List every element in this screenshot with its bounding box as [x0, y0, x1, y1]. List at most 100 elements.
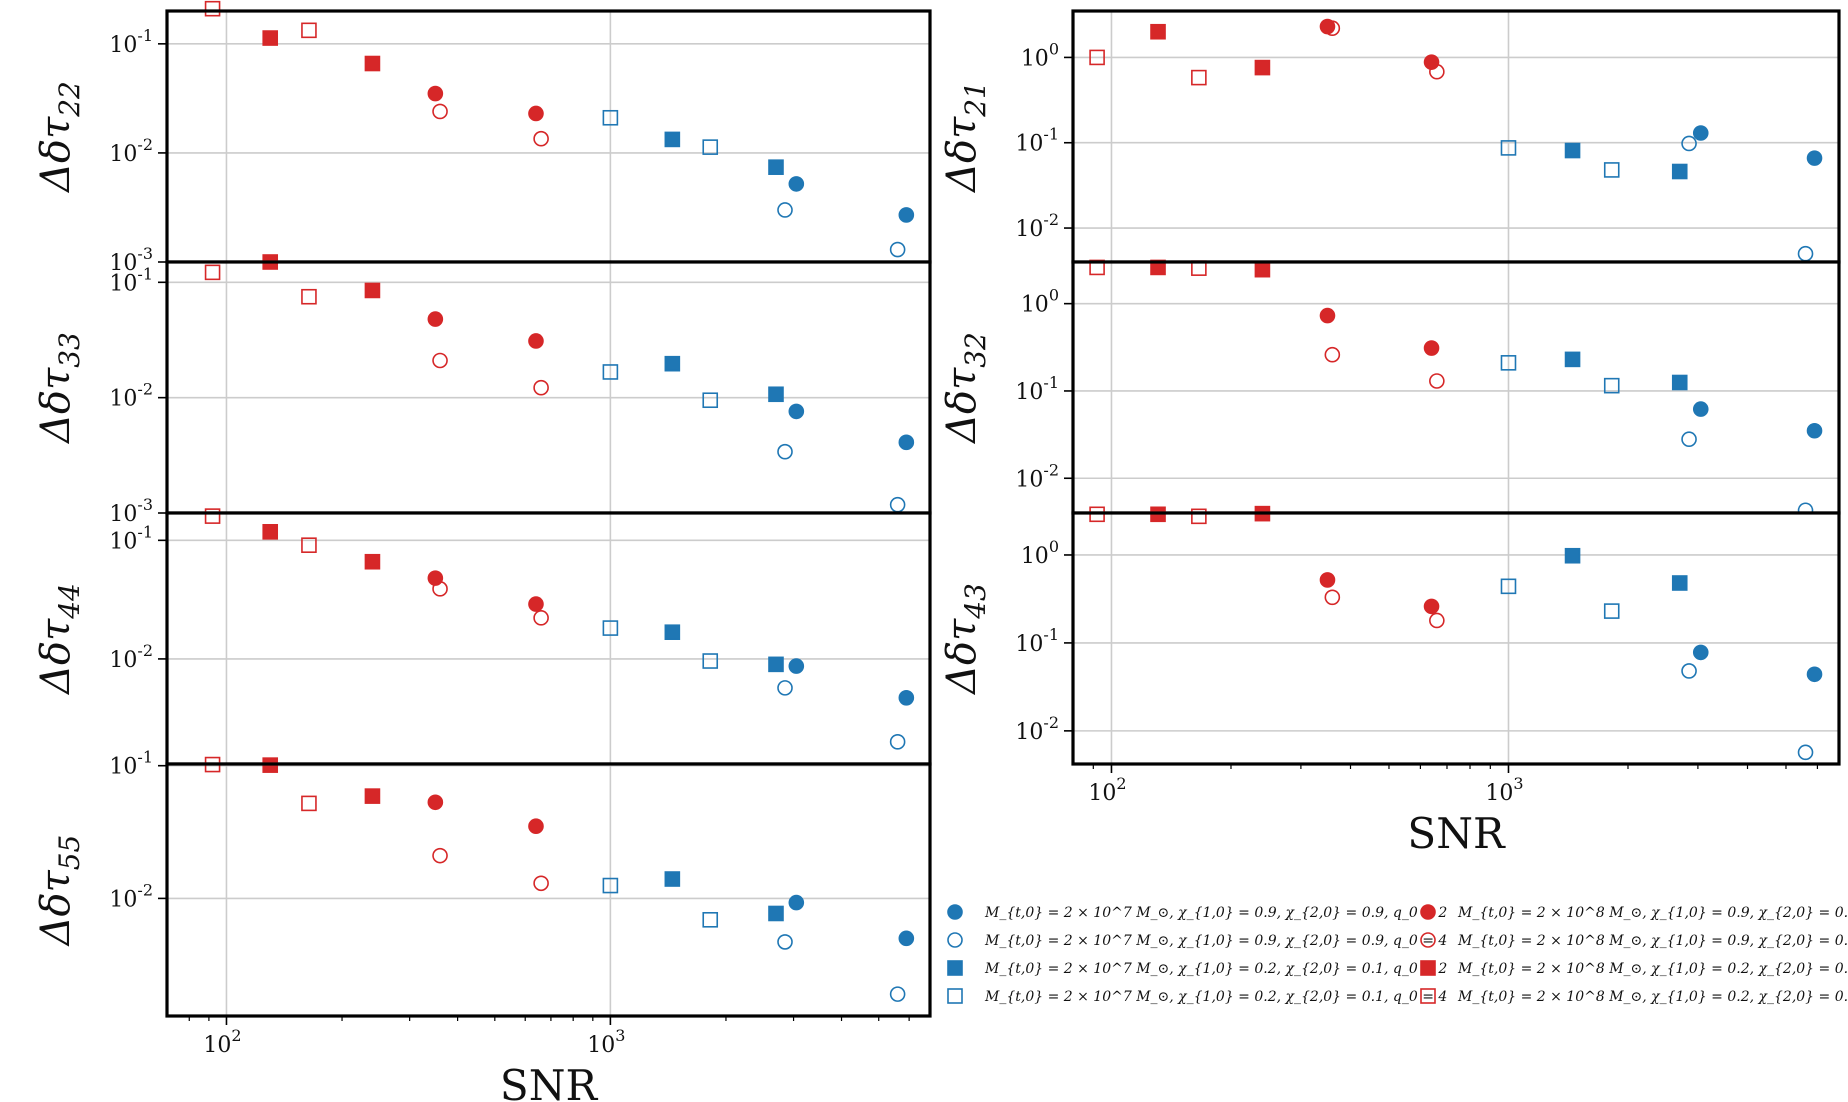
legend-marker	[947, 960, 963, 976]
data-point	[1429, 612, 1445, 629]
legend-entry: M_{t,0} = 2 × 10^8 M_⊙, χ_{1,0} = 0.2, χ…	[1420, 960, 1848, 977]
data-point	[533, 130, 549, 147]
y-tick-label: 10-2	[1015, 460, 1059, 492]
y-tick-label: 10-2	[109, 641, 153, 673]
y-tick-label: 10-1	[109, 26, 153, 58]
y-tick-label: 10-1	[109, 748, 153, 780]
data-point	[1681, 135, 1697, 152]
data-points	[1089, 259, 1823, 519]
data-point	[788, 403, 805, 420]
plot-area	[167, 513, 930, 764]
y-tick-label: 100	[1021, 286, 1059, 318]
legend-marker	[947, 932, 963, 948]
data-point	[1324, 346, 1341, 363]
data-point	[427, 85, 444, 102]
axes-frame	[1071, 511, 1841, 766]
data-point	[432, 581, 448, 597]
data-points	[204, 508, 915, 750]
y-tick-label: 10-1	[109, 264, 153, 296]
data-points	[204, 254, 915, 513]
panel-43: 10-2 10-1 100 102 103 Δδτ43 SNR	[939, 505, 1841, 858]
legend-entry: M_{t,0} = 2 × 10^7 M_⊙, χ_{1,0} = 0.9, χ…	[947, 904, 1447, 921]
data-point	[1564, 351, 1581, 368]
data-point	[1564, 142, 1581, 159]
data-points	[1089, 505, 1823, 761]
data-point	[533, 610, 549, 626]
legend-marker	[947, 904, 963, 920]
data-point	[1603, 377, 1620, 394]
legend-label: M_{t,0} = 2 × 10^7 M_⊙, χ_{1,0} = 0.9, χ…	[984, 933, 1447, 949]
data-point	[777, 680, 793, 696]
plot-area	[167, 764, 930, 1016]
legend-label: M_{t,0} = 2 × 10^8 M_⊙, χ_{1,0} = 0.2, χ…	[1457, 961, 1848, 977]
x-axis-label: SNR	[1407, 809, 1506, 858]
data-point	[528, 333, 544, 349]
data-point	[602, 364, 619, 380]
data-point	[1692, 644, 1709, 661]
data-point	[432, 352, 448, 369]
data-point	[1692, 401, 1709, 417]
data-points	[1089, 18, 1823, 262]
data-point	[432, 847, 448, 864]
x-tick-label: 102	[203, 1026, 241, 1058]
data-point	[1671, 163, 1688, 180]
data-point	[301, 22, 317, 39]
data-point	[702, 653, 719, 669]
legend-marker	[1420, 988, 1436, 1004]
data-point	[1423, 340, 1440, 356]
y-axis-label: Δδτ33	[33, 332, 86, 445]
x-tick-label: 102	[1088, 774, 1126, 806]
data-point	[702, 139, 719, 155]
y-tick-label: 10-3	[109, 244, 153, 276]
data-point	[1806, 666, 1823, 683]
data-point	[1324, 589, 1341, 606]
legend-marker	[947, 988, 963, 1004]
data-point	[1324, 20, 1341, 37]
y-tick-label: 100	[1021, 537, 1059, 569]
legend-entry: M_{t,0} = 2 × 10^8 M_⊙, χ_{1,0} = 0.9, χ…	[1420, 932, 1848, 949]
panel-21: 10-2 10-1 100 Δδτ21	[939, 9, 1841, 271]
data-point	[204, 0, 221, 17]
data-point	[364, 282, 381, 299]
y-tick-label: 10-1	[1015, 125, 1059, 157]
y-tick-label: 10-1	[1015, 373, 1059, 405]
data-point	[301, 795, 317, 812]
data-point	[777, 443, 793, 460]
data-point	[889, 986, 906, 1002]
data-point	[1423, 598, 1440, 615]
legend: M_{t,0} = 2 × 10^7 M_⊙, χ_{1,0} = 0.9, χ…	[947, 904, 1848, 1005]
panel-32: 10-2 10-1 100 Δδτ32	[939, 259, 1841, 522]
data-point	[301, 537, 317, 553]
panel-44: 10-2 10-1 Δδτ44	[33, 508, 932, 773]
data-point	[1191, 69, 1207, 86]
data-point	[702, 911, 719, 928]
data-point	[777, 934, 793, 950]
data-point	[602, 109, 619, 126]
data-point	[528, 105, 544, 122]
data-point	[1254, 59, 1271, 76]
y-tick-label: 10-2	[1015, 713, 1059, 745]
data-point	[1671, 575, 1688, 591]
data-point	[768, 159, 784, 175]
data-point	[768, 905, 784, 922]
data-point	[301, 288, 317, 305]
y-tick-label: 10-1	[109, 522, 153, 554]
panel-22: 10-3 10-2 10-1 Δδτ22	[33, 0, 932, 276]
y-tick-label: 10-2	[109, 380, 153, 412]
x-axis-label: SNR	[500, 1061, 599, 1102]
y-tick-label: 10-2	[1015, 210, 1059, 242]
data-point	[204, 508, 221, 524]
y-axis-label: Δδτ44	[33, 583, 86, 696]
data-point	[664, 624, 681, 641]
y-axis-label: Δδτ21	[939, 81, 992, 194]
data-point	[528, 596, 544, 612]
data-point	[1681, 663, 1697, 679]
data-point	[664, 355, 681, 372]
y-tick-label: 10-2	[109, 880, 153, 912]
legend-marker	[1420, 904, 1436, 920]
data-point	[898, 207, 915, 223]
y-tick-label: 10-1	[1015, 625, 1059, 657]
data-point	[1500, 578, 1517, 595]
data-point	[1603, 603, 1620, 619]
data-point	[768, 386, 784, 403]
